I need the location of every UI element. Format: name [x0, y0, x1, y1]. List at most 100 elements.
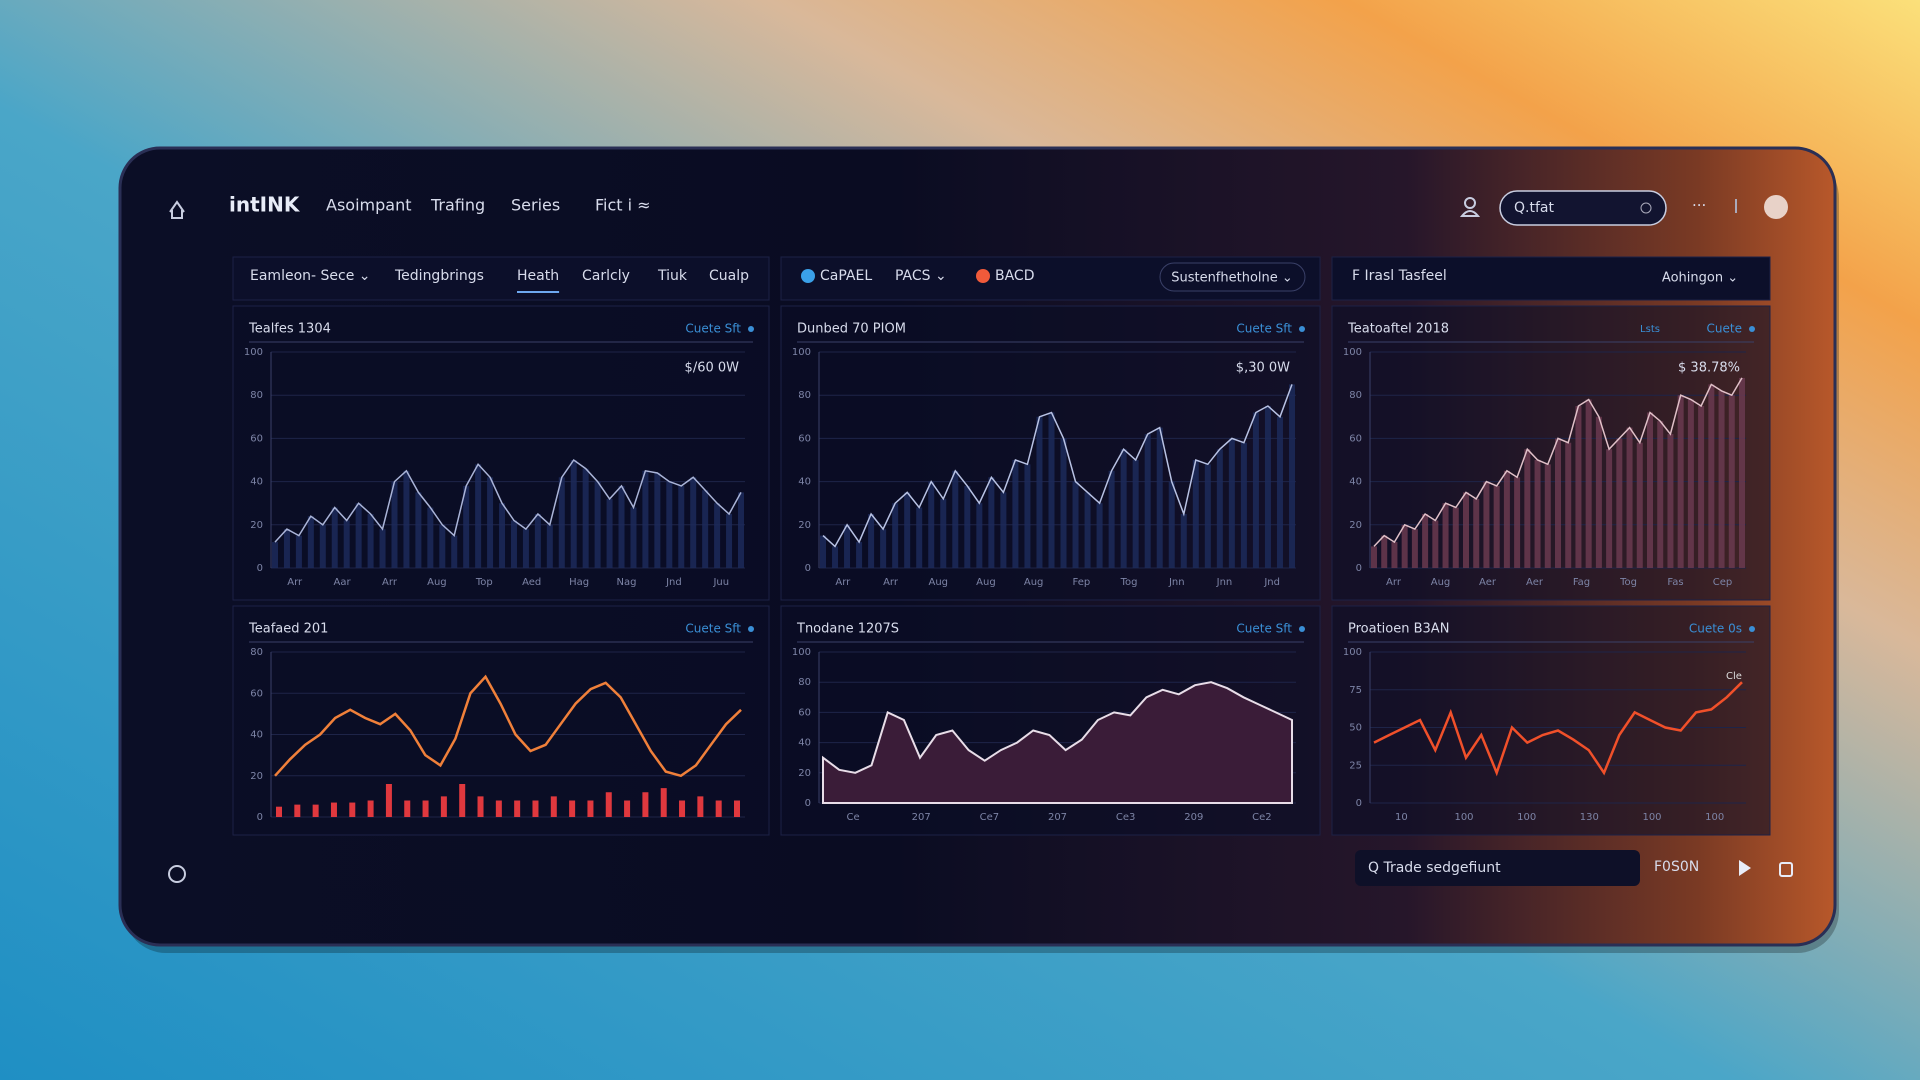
search-text[interactable]: Q.tfat: [1514, 200, 1554, 216]
panel-link[interactable]: Cuete Sft: [685, 322, 741, 336]
y-tick-label: 60: [250, 433, 263, 444]
bar: [940, 498, 947, 568]
bar: [1371, 546, 1377, 568]
y-tick-label: 100: [244, 347, 263, 358]
x-tick-label: Fep: [1072, 577, 1090, 588]
bar: [594, 481, 601, 568]
bar: [1192, 460, 1199, 568]
bar: [404, 800, 411, 817]
x-tick-label: Top: [475, 577, 493, 588]
search-clear[interactable]: [1640, 202, 1652, 214]
area: [822, 681, 1293, 804]
toolbar-item[interactable]: Tiuk: [657, 268, 688, 284]
bar: [1626, 427, 1633, 568]
home-icon[interactable]: [169, 200, 185, 219]
x-tick-label: Aug: [928, 577, 948, 588]
play-icon[interactable]: [1739, 860, 1751, 876]
bar: [1606, 449, 1613, 568]
avatar[interactable]: [1764, 195, 1788, 219]
search-box[interactable]: [1499, 190, 1667, 226]
panel-title: Teafaed 201: [248, 622, 328, 637]
x-tick-label: Aug: [1024, 577, 1044, 588]
x-tick-label: Nag: [617, 577, 637, 588]
footer-button[interactable]: F0S0N: [1654, 859, 1699, 875]
y-tick-label: 40: [250, 730, 263, 741]
bar: [1657, 421, 1664, 568]
y-tick-label: 0: [257, 812, 263, 823]
nav-item[interactable]: Fict i ≈: [595, 196, 651, 215]
bar: [1728, 395, 1735, 568]
bar: [570, 460, 577, 568]
bar: [880, 529, 887, 568]
bar: [1096, 503, 1103, 568]
toolbar-item[interactable]: BACD: [995, 268, 1035, 284]
y-tick-label: 50: [1349, 723, 1362, 734]
toolbar-item[interactable]: Tedingbrings: [394, 268, 484, 284]
x-tick-label: Jnn: [1168, 577, 1185, 588]
panel-link[interactable]: Cuete: [1707, 322, 1742, 336]
bar: [1024, 464, 1031, 568]
bar: [379, 529, 386, 568]
x-tick-label: 207: [912, 812, 931, 823]
panel-title: Teatoaftel 2018: [1347, 322, 1449, 337]
dropdown[interactable]: Aohingon ⌄: [1662, 271, 1738, 286]
bar: [415, 492, 422, 568]
nav-item[interactable]: Asoimpant: [326, 196, 411, 215]
toolbar-item[interactable]: F Irasl Tasfeel: [1352, 268, 1447, 284]
bar: [1401, 524, 1408, 568]
bar: [1012, 460, 1019, 568]
bar: [459, 784, 466, 817]
footer-search-text[interactable]: Q Trade sedgefiunt: [1368, 860, 1501, 876]
link-dot: [1299, 326, 1305, 332]
bar: [605, 792, 612, 817]
y-tick-label: 20: [250, 520, 263, 531]
bar: [1276, 416, 1283, 568]
bar: [1108, 470, 1115, 568]
bar: [475, 464, 482, 568]
toolbar-item[interactable]: PACS ⌄: [895, 268, 947, 284]
more-icon[interactable]: ···: [1692, 197, 1706, 215]
toolbar-item[interactable]: Heath: [517, 268, 559, 284]
bar: [1084, 492, 1091, 568]
toolbar-item[interactable]: CaPAEL: [820, 268, 872, 284]
panel-link[interactable]: Cuete Sft: [1236, 622, 1292, 636]
bar: [330, 802, 337, 817]
copy-icon[interactable]: [1779, 862, 1793, 877]
bar: [1503, 470, 1510, 568]
bar: [367, 514, 374, 568]
logo[interactable]: intINK: [229, 193, 301, 217]
toolbar-item[interactable]: Carlcly: [582, 268, 630, 284]
panel-link[interactable]: Cuete 0s: [1689, 622, 1742, 636]
bar: [272, 542, 278, 568]
bar: [1432, 520, 1439, 568]
bar: [1739, 377, 1745, 568]
nav-item[interactable]: Series: [511, 196, 560, 215]
bar: [1000, 492, 1007, 568]
bar: [618, 485, 625, 568]
bar: [642, 470, 649, 568]
panel-link[interactable]: Cuete Sft: [685, 622, 741, 636]
toolbar-item[interactable]: Eamleon- Sece ⌄: [250, 268, 371, 284]
toolbar: [232, 256, 770, 301]
settings-icon[interactable]: [168, 865, 186, 883]
footer-search[interactable]: [1355, 850, 1640, 886]
nav-item[interactable]: Trafing: [430, 196, 485, 215]
toolbar-item[interactable]: Cualp: [709, 268, 749, 284]
bar: [427, 507, 434, 568]
dropdown[interactable]: Sustenfhetholne ⌄: [1171, 271, 1293, 286]
bar: [331, 507, 338, 568]
dropdown-box[interactable]: [1159, 262, 1306, 292]
bar: [1180, 514, 1187, 568]
y-tick-label: 40: [1349, 477, 1362, 488]
bar: [587, 800, 594, 817]
y-tick-label: 100: [1343, 647, 1362, 658]
bar: [349, 802, 356, 817]
bar: [1473, 498, 1480, 568]
panel-link[interactable]: Cuete Sft: [1236, 322, 1292, 336]
bar: [1555, 438, 1561, 568]
x-tick-label: Aug: [976, 577, 996, 588]
y-tick-label: 20: [1349, 520, 1362, 531]
toolbar: [780, 256, 1321, 301]
user-icon[interactable]: [1464, 197, 1476, 209]
